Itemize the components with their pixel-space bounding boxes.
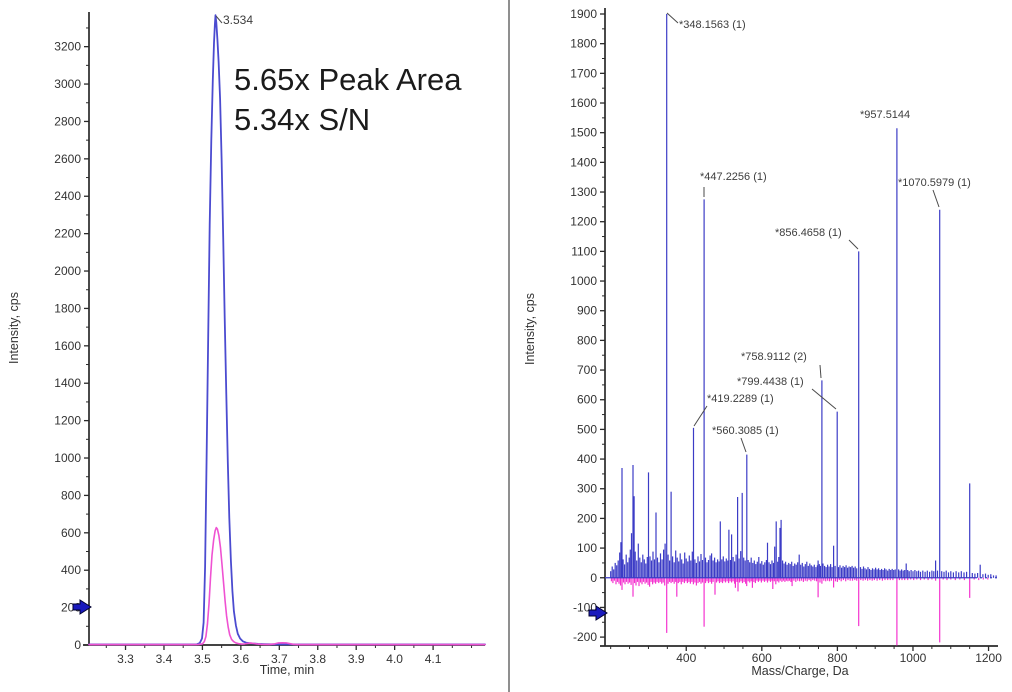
ms-peak-label: *560.3085 (1) bbox=[712, 425, 779, 437]
xic-x-tick-label: 4.0 bbox=[386, 652, 403, 666]
ms-y-tick-label: 1900 bbox=[570, 7, 597, 21]
ms-x-axis-title: Mass/Charge, Da bbox=[751, 664, 849, 678]
xic-y-tick-label: 2600 bbox=[54, 152, 81, 166]
ms-y-tick-label: 1100 bbox=[571, 244, 597, 258]
ms-y-tick-label: 900 bbox=[577, 304, 597, 318]
annotation-line-sn: 5.34x S/N bbox=[234, 102, 371, 137]
xic-y-tick-label: 1600 bbox=[54, 339, 81, 353]
xic-trace-1 bbox=[88, 526, 486, 646]
xic-x-tick-label: 3.9 bbox=[348, 652, 365, 666]
ms-peak-label: *799.4438 (1) bbox=[737, 376, 804, 388]
xic-x-tick-label: 3.6 bbox=[233, 652, 250, 666]
xic-y-tick-label: 2800 bbox=[54, 114, 81, 128]
ms-y-tick-label: 200 bbox=[577, 511, 597, 525]
xic-x-tick-label: 3.3 bbox=[117, 652, 134, 666]
xic-y-tick-label: 800 bbox=[61, 488, 81, 502]
ms-x-tick-label: 1000 bbox=[900, 651, 927, 665]
xic-x-tick-label: 4.1 bbox=[425, 652, 442, 666]
ms-y-tick-label: 1800 bbox=[570, 37, 597, 51]
xic-y-axis-title: Intensity, cps bbox=[7, 291, 21, 365]
ms-y-tick-label: 500 bbox=[577, 422, 597, 436]
ms-y-tick-label: 100 bbox=[577, 541, 597, 555]
ms-x-tick-label: 600 bbox=[752, 651, 772, 665]
ms-y-tick-label: 1200 bbox=[570, 215, 597, 229]
ms-y-tick-label: 1500 bbox=[570, 126, 597, 140]
ms-label-leader bbox=[740, 437, 747, 453]
ms-label-leader bbox=[848, 239, 859, 250]
ms-y-tick-label: 1400 bbox=[570, 155, 597, 169]
ms-x-tick-label: 800 bbox=[827, 651, 847, 665]
xic-y-tick-label: 2000 bbox=[54, 264, 81, 278]
ms-y-tick-label: 0 bbox=[590, 571, 597, 585]
retention-time-peak-label: 3.534 bbox=[223, 13, 254, 27]
ms-label-leader bbox=[819, 364, 822, 379]
annotation-line-peak-area: 5.65x Peak Area bbox=[234, 62, 462, 97]
ms-peak-label: *856.4658 (1) bbox=[775, 227, 842, 239]
ms-series-1 bbox=[610, 14, 997, 578]
ms-peak-label: *1070.5979 (1) bbox=[898, 177, 971, 189]
ms-peak-label: *758.9112 (2) bbox=[741, 351, 807, 363]
ms-label-leader bbox=[811, 388, 837, 410]
xic-y-tick-label: 3200 bbox=[54, 40, 81, 54]
ms-peak-label: *348.1563 (1) bbox=[679, 19, 746, 31]
ms-y-tick-label: 1000 bbox=[570, 274, 597, 288]
ms-peak-label: *419.2289 (1) bbox=[707, 393, 774, 405]
ms-y-axis-title: Intensity, cps bbox=[523, 292, 537, 366]
xic-x-tick-label: 3.4 bbox=[156, 652, 173, 666]
xic-axis-marker-arrow-icon[interactable] bbox=[72, 599, 92, 615]
ms-label-leader bbox=[693, 405, 708, 427]
rt-label-leader bbox=[215, 15, 223, 24]
xic-y-tick-label: 1200 bbox=[54, 414, 81, 428]
ms-axis-marker-arrow-icon[interactable] bbox=[588, 605, 608, 621]
ms-y-tick-label: 600 bbox=[577, 393, 597, 407]
ms-y-tick-label: 1600 bbox=[570, 96, 597, 110]
xic-y-tick-label: 3000 bbox=[54, 77, 81, 91]
xic-x-tick-label: 3.5 bbox=[194, 652, 211, 666]
ms-y-tick-label: 1700 bbox=[570, 66, 597, 80]
ms-peak-label: *447.2256 (1) bbox=[700, 171, 767, 183]
ms-x-tick-label: 400 bbox=[676, 651, 696, 665]
ms-x-tick-label: 1200 bbox=[975, 651, 1002, 665]
xic-y-tick-label: 1400 bbox=[54, 376, 81, 390]
ms-peak-label: *957.5144 bbox=[860, 109, 911, 121]
ms-y-tick-label: -200 bbox=[573, 630, 597, 644]
xic-y-tick-label: 2200 bbox=[54, 227, 81, 241]
xic-x-tick-label: 3.7 bbox=[271, 652, 288, 666]
ms-label-leader bbox=[932, 189, 940, 208]
ms-y-tick-label: 400 bbox=[577, 452, 597, 466]
xic-y-tick-label: 1800 bbox=[54, 301, 81, 315]
xic-y-tick-label: 2400 bbox=[54, 189, 81, 203]
xic-x-tick-label: 3.8 bbox=[309, 652, 326, 666]
ms-y-tick-label: 700 bbox=[577, 363, 597, 377]
xic-y-tick-label: 400 bbox=[61, 563, 81, 577]
xic-y-tick-label: 600 bbox=[61, 526, 81, 540]
panel-divider bbox=[508, 0, 510, 692]
ms-y-tick-label: 300 bbox=[577, 482, 597, 496]
xic-y-tick-label: 0 bbox=[74, 638, 81, 652]
ms-series-0 bbox=[610, 577, 989, 646]
xic-y-tick-label: 1000 bbox=[54, 451, 81, 465]
ms-label-leader bbox=[666, 12, 679, 24]
annotation: 5.65x Peak Area 5.34x S/N bbox=[234, 60, 462, 140]
ms-axes: -200-10001002003004005006007008009001000… bbox=[570, 7, 1002, 665]
xic-x-axis-title: Time, min bbox=[259, 663, 315, 677]
ms-y-tick-label: 800 bbox=[577, 333, 597, 347]
ms-y-tick-label: 1300 bbox=[570, 185, 597, 199]
